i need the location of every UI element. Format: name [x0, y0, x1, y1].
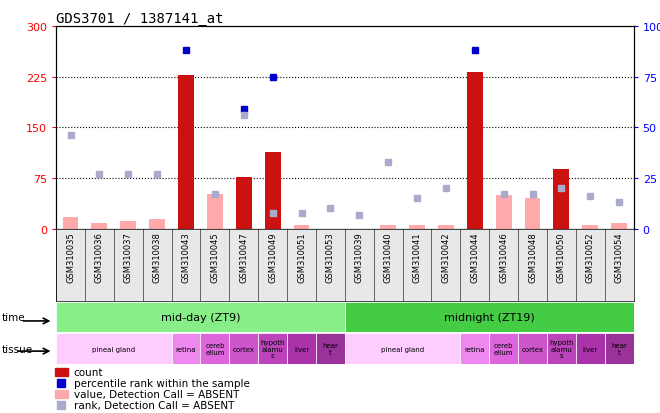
Bar	[547, 333, 576, 364]
Bar	[92, 224, 108, 229]
Bar	[496, 195, 512, 229]
Bar	[294, 226, 310, 229]
Text: GSM310037: GSM310037	[124, 231, 133, 282]
Bar	[63, 217, 79, 229]
Text: GSM310048: GSM310048	[528, 231, 537, 282]
Bar	[489, 333, 518, 364]
Text: percentile rank within the sample: percentile rank within the sample	[74, 378, 249, 388]
Text: count: count	[74, 367, 103, 377]
Bar	[409, 226, 425, 229]
Bar	[258, 333, 287, 364]
Bar	[518, 333, 547, 364]
Text: hear
t: hear t	[323, 342, 339, 355]
Bar	[467, 73, 482, 229]
Text: midnight (ZT19): midnight (ZT19)	[444, 313, 535, 323]
Bar	[172, 333, 201, 364]
Bar	[611, 224, 627, 229]
Text: liver: liver	[583, 346, 598, 352]
Bar	[576, 333, 605, 364]
Bar	[605, 333, 634, 364]
Text: cereb
ellum: cereb ellum	[205, 342, 224, 355]
Text: GSM310049: GSM310049	[268, 231, 277, 282]
Text: time: time	[1, 313, 25, 323]
Text: pineal gland: pineal gland	[381, 346, 424, 352]
Bar	[316, 333, 345, 364]
Bar	[178, 76, 194, 229]
Text: GSM310043: GSM310043	[182, 231, 191, 282]
Bar	[582, 226, 598, 229]
Text: GSM310044: GSM310044	[471, 231, 479, 282]
Bar	[380, 226, 396, 229]
Bar	[230, 333, 258, 364]
Text: GSM310040: GSM310040	[383, 231, 393, 282]
Text: liver: liver	[294, 346, 309, 352]
Text: retina: retina	[465, 346, 485, 352]
Text: rank, Detection Call = ABSENT: rank, Detection Call = ABSENT	[74, 400, 234, 410]
Text: value, Detection Call = ABSENT: value, Detection Call = ABSENT	[74, 389, 239, 399]
Text: GSM310039: GSM310039	[355, 231, 364, 282]
Text: GSM310035: GSM310035	[66, 231, 75, 282]
Text: pineal gland: pineal gland	[92, 346, 135, 352]
Bar	[149, 219, 165, 229]
Text: retina: retina	[176, 346, 196, 352]
Bar	[345, 333, 461, 364]
Text: tissue: tissue	[1, 344, 32, 354]
Text: GSM310054: GSM310054	[614, 231, 624, 282]
Bar	[201, 333, 230, 364]
Bar	[207, 194, 223, 229]
Bar	[55, 390, 68, 398]
Text: GSM310041: GSM310041	[412, 231, 422, 282]
Bar	[265, 153, 280, 229]
Bar	[554, 170, 570, 229]
Text: hypoth
alamu
s: hypoth alamu s	[261, 339, 285, 358]
Bar	[461, 333, 489, 364]
Text: cortex: cortex	[233, 346, 255, 352]
Bar	[525, 199, 541, 229]
Text: GDS3701 / 1387141_at: GDS3701 / 1387141_at	[56, 12, 224, 26]
Bar	[345, 303, 634, 332]
Bar	[287, 333, 316, 364]
Text: GSM310053: GSM310053	[326, 231, 335, 282]
Text: GSM310042: GSM310042	[442, 231, 450, 282]
Text: GSM310045: GSM310045	[211, 231, 219, 282]
Text: cereb
ellum: cereb ellum	[494, 342, 513, 355]
Bar	[438, 226, 454, 229]
Text: hear
t: hear t	[611, 342, 627, 355]
Bar	[56, 303, 345, 332]
Text: hypoth
alamu
s: hypoth alamu s	[549, 339, 574, 358]
Text: GSM310047: GSM310047	[240, 231, 248, 282]
Bar	[55, 368, 68, 376]
Bar	[56, 333, 172, 364]
Text: GSM310050: GSM310050	[557, 231, 566, 282]
Text: GSM310051: GSM310051	[297, 231, 306, 282]
Bar	[120, 221, 136, 229]
Bar	[236, 178, 251, 229]
Text: mid-day (ZT9): mid-day (ZT9)	[161, 313, 240, 323]
Text: cortex: cortex	[521, 346, 544, 352]
Text: GSM310036: GSM310036	[95, 231, 104, 282]
Text: GSM310052: GSM310052	[586, 231, 595, 282]
Text: GSM310046: GSM310046	[499, 231, 508, 282]
Text: GSM310038: GSM310038	[152, 231, 162, 282]
